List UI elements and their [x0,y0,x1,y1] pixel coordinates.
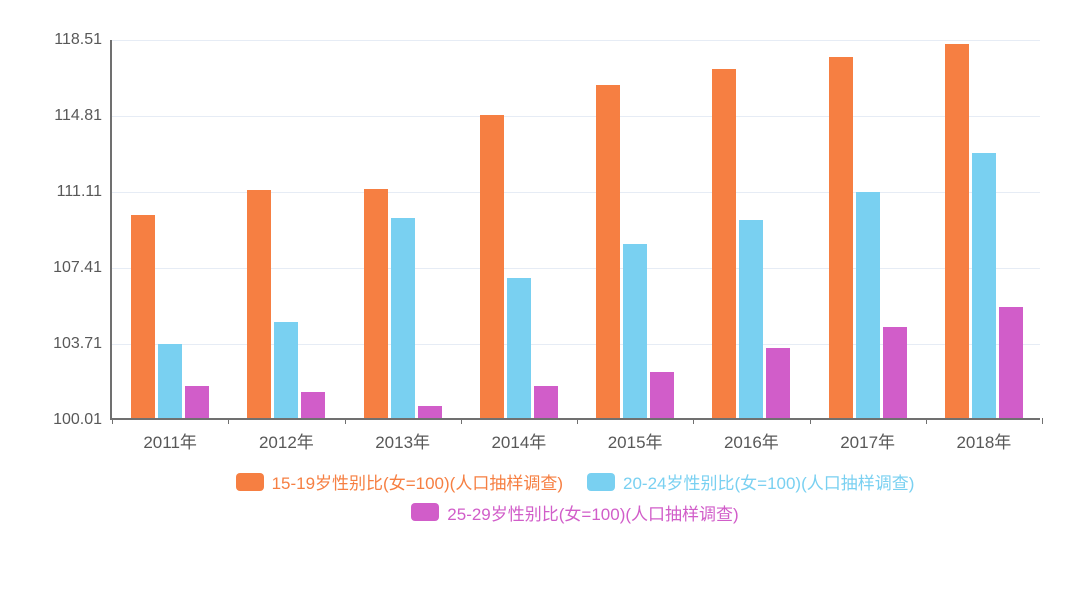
bar [829,57,853,418]
x-tick-mark [693,418,694,424]
bar [158,344,182,418]
bar [739,220,763,418]
bar [650,372,674,418]
bar [131,215,155,418]
x-tick-mark [810,418,811,424]
bar [712,69,736,418]
bar [391,218,415,418]
bar [623,244,647,418]
bar [883,327,907,418]
legend-swatch [236,473,264,491]
legend-item: 15-19岁性别比(女=100)(人口抽样调查) [236,469,563,494]
legend-item: 20-24岁性别比(女=100)(人口抽样调查) [587,469,914,494]
x-tick-mark [345,418,346,424]
legend-row: 15-19岁性别比(女=100)(人口抽样调查) 20-24岁性别比(女=100)… [110,469,1040,496]
x-tick-label: 2016年 [724,418,779,453]
x-tick-mark [577,418,578,424]
bar [596,85,620,418]
x-tick-label: 2012年 [259,418,314,453]
bar [480,115,504,418]
bar [301,392,325,418]
y-tick-label: 107.41 [53,259,112,277]
y-tick-label: 118.51 [54,31,112,49]
y-tick-label: 114.81 [54,107,112,125]
legend-item: 25-29岁性别比(女=100)(人口抽样调查) [411,500,738,525]
bar [534,386,558,418]
x-tick-mark [461,418,462,424]
bar [185,386,209,418]
plot-area: 100.01103.71107.41111.11114.81118.512011… [110,40,1040,420]
legend-row: 25-29岁性别比(女=100)(人口抽样调查) [110,500,1040,527]
bar [507,278,531,418]
bar [247,190,271,418]
x-tick-mark [228,418,229,424]
x-tick-label: 2017年 [840,418,895,453]
x-tick-label: 2013年 [375,418,430,453]
bar [999,307,1023,418]
legend-label: 20-24岁性别比(女=100)(人口抽样调查) [623,469,914,494]
x-tick-mark [1042,418,1043,424]
x-tick-label: 2014年 [491,418,546,453]
bar [766,348,790,418]
y-tick-label: 103.71 [53,335,112,353]
x-tick-label: 2015年 [608,418,663,453]
gridline [112,40,1040,41]
x-tick-label: 2018年 [956,418,1011,453]
y-tick-label: 111.11 [57,183,112,201]
bar [945,44,969,418]
bar [274,322,298,418]
x-tick-mark [112,418,113,424]
bar [856,192,880,418]
gridline [112,116,1040,117]
legend-swatch [411,503,439,521]
bar [418,406,442,418]
bar-chart: 100.01 103.71 107.41 111.11 114.81 118.51 2011… [20,20,1060,573]
bar [364,189,388,418]
y-tick-label: 100.01 [53,411,112,429]
legend-swatch [587,473,615,491]
x-tick-mark [926,418,927,424]
legend: 15-19岁性别比(女=100)(人口抽样调查) 20-24岁性别比(女=100)… [110,465,1040,530]
legend-label: 15-19岁性别比(女=100)(人口抽样调查) [272,469,563,494]
bar [972,153,996,418]
legend-label: 25-29岁性别比(女=100)(人口抽样调查) [447,500,738,525]
x-tick-label: 2011年 [143,418,197,453]
